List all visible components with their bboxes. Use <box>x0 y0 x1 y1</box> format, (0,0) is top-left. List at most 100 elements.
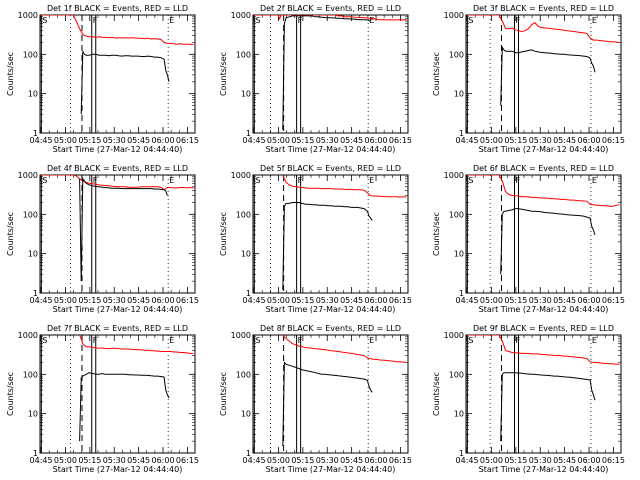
x-tick-label: 05:45 <box>127 296 150 305</box>
x-tick-label: 05:15 <box>78 296 101 305</box>
x-tick-label: 06:00 <box>151 136 174 145</box>
detector-panel: Det 1f BLACK = Events, RED = LLD 1 10 100 10… <box>6 4 199 154</box>
series-line <box>282 361 373 447</box>
x-tick-label: 06:15 <box>389 296 412 305</box>
y-axis-label: Counts/sec <box>432 52 441 96</box>
event-marker-label: F <box>516 16 521 25</box>
panel-title: Det 1f BLACK = Events, RED = LLD <box>47 4 188 13</box>
y-tick-label: 10 <box>454 250 464 259</box>
plot-frame <box>39 334 196 454</box>
x-axis-label: Start Time (27-Mar-12 04:44:40) <box>479 465 609 474</box>
detector-panel: Det 8f BLACK = Events, RED = LLD 1 10 100 10… <box>219 324 412 474</box>
event-marker-label: F <box>516 176 521 185</box>
y-tick-label: 10 <box>28 250 38 259</box>
y-tick-label: 100 <box>449 50 464 59</box>
y-axis-label: Counts/sec <box>219 52 228 96</box>
y-tick-label: 10 <box>454 90 464 99</box>
y-axis-label: Counts/sec <box>6 52 15 96</box>
y-tick-label: 1 <box>459 449 464 458</box>
y-tick-label: 1 <box>246 449 251 458</box>
panel-title: Det 6f BLACK = Events, RED = LLD <box>473 164 614 173</box>
x-tick-label: 04:45 <box>456 456 479 465</box>
event-marker-label: F <box>298 176 303 185</box>
y-axis-label: Counts/sec <box>219 372 228 416</box>
x-tick-label: 05:30 <box>529 296 552 305</box>
x-tick-label: 06:00 <box>577 136 600 145</box>
x-tick-label: 05:00 <box>54 296 77 305</box>
detector-panel: Det 7f BLACK = Events, RED = LLD 1 10 100 10… <box>6 324 199 474</box>
x-tick-label: 05:45 <box>553 136 576 145</box>
x-tick-label: 06:15 <box>176 136 199 145</box>
panel-title: Det 9f BLACK = Events, RED = LLD <box>473 324 614 333</box>
y-tick-label: 1000 <box>444 11 464 20</box>
plot-frame <box>39 174 196 294</box>
detector-panel: Det 3f BLACK = Events, RED = LLD 1 10 100 10… <box>432 4 625 154</box>
series-line <box>466 175 620 207</box>
x-tick-label: 05:45 <box>340 456 363 465</box>
y-tick-label: 1000 <box>231 331 251 340</box>
y-tick-label: 10 <box>28 410 38 419</box>
event-marker-label: F <box>298 16 303 25</box>
x-axis-label: Start Time (27-Mar-12 04:44:40) <box>266 465 396 474</box>
y-tick-label: 1000 <box>231 11 251 20</box>
x-tick-label: 06:00 <box>151 456 174 465</box>
x-tick-label: 05:15 <box>291 136 314 145</box>
x-tick-label: 05:00 <box>267 296 290 305</box>
y-axis-label: Counts/sec <box>219 212 228 256</box>
y-axis-label: Counts/sec <box>6 212 15 256</box>
x-tick-label: 06:15 <box>602 456 625 465</box>
panel-title: Det 2f BLACK = Events, RED = LLD <box>260 4 401 13</box>
y-tick-label: 1 <box>246 129 251 138</box>
y-axis-label: Counts/sec <box>432 212 441 256</box>
series-line <box>79 335 194 354</box>
x-tick-label: 06:00 <box>364 456 387 465</box>
y-tick-label: 100 <box>236 50 251 59</box>
x-axis-label: Start Time (27-Mar-12 04:44:40) <box>266 305 396 314</box>
y-tick-label: 1000 <box>444 171 464 180</box>
x-tick-label: 06:00 <box>577 456 600 465</box>
event-marker-label: S <box>255 176 260 185</box>
x-axis-label: Start Time (27-Mar-12 04:44:40) <box>53 465 183 474</box>
series-line <box>80 50 170 115</box>
x-tick-label: 04:45 <box>243 296 266 305</box>
y-tick-label: 1000 <box>231 171 251 180</box>
y-tick-label: 10 <box>241 90 251 99</box>
x-tick-label: 05:00 <box>480 136 503 145</box>
y-tick-label: 1 <box>459 129 464 138</box>
event-marker-label: F <box>93 16 98 25</box>
x-tick-label: 06:15 <box>602 136 625 145</box>
event-marker-label: S <box>42 176 47 185</box>
series-line <box>40 15 194 46</box>
series-line <box>466 335 620 365</box>
x-tick-label: 05:00 <box>267 456 290 465</box>
panel-container: Det 1f BLACK = Events, RED = LLD11010010… <box>6 4 625 474</box>
x-tick-label: 05:15 <box>504 136 527 145</box>
y-tick-label: 10 <box>241 410 251 419</box>
event-marker-label: S <box>468 336 473 345</box>
y-tick-label: 100 <box>449 370 464 379</box>
x-tick-label: 06:00 <box>151 296 174 305</box>
x-tick-label: 06:15 <box>389 456 412 465</box>
event-marker-label: E <box>169 336 174 345</box>
x-tick-label: 05:30 <box>103 296 126 305</box>
detector-panel: Det 9f BLACK = Events, RED = LLD 1 10 100 10… <box>432 324 625 474</box>
panel-title: Det 4f BLACK = Events, RED = LLD <box>47 164 188 173</box>
panel-title: Det 7f BLACK = Events, RED = LLD <box>47 324 188 333</box>
x-tick-label: 05:15 <box>291 456 314 465</box>
detector-panel: Det 2f BLACK = Events, RED = LLD 1 10 100 10… <box>219 4 412 154</box>
y-tick-label: 1 <box>459 289 464 298</box>
x-tick-label: 05:15 <box>504 296 527 305</box>
y-tick-label: 100 <box>23 370 38 379</box>
event-marker-label: E <box>369 336 374 345</box>
event-marker-label: E <box>592 16 597 25</box>
y-axis-label: Counts/sec <box>432 372 441 416</box>
x-axis-label: Start Time (27-Mar-12 04:44:40) <box>53 305 183 314</box>
x-tick-label: 05:45 <box>340 136 363 145</box>
detector-panel: Det 5f BLACK = Events, RED = LLD 1 10 100 10… <box>219 164 412 314</box>
y-tick-label: 1000 <box>18 171 38 180</box>
event-marker-label: F <box>93 176 98 185</box>
y-tick-label: 1 <box>33 129 38 138</box>
y-tick-label: 100 <box>23 50 38 59</box>
x-tick-label: 05:45 <box>127 456 150 465</box>
